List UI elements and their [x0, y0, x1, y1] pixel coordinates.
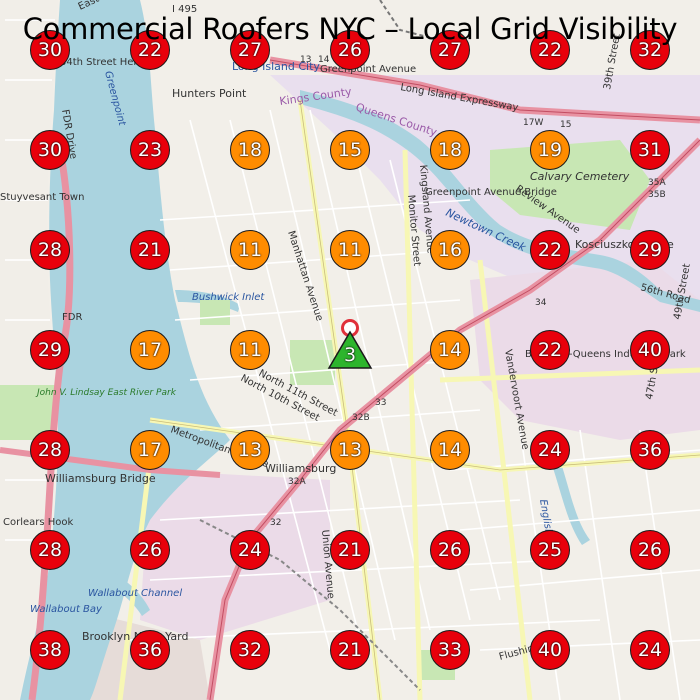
bushwick-inlet-park: [200, 300, 230, 325]
map-label-john-v-lindsay: John V. Lindsay East River Park: [35, 388, 177, 398]
map-label-route-13: 13: [300, 55, 311, 65]
map-label-route-32: 32: [270, 518, 281, 528]
grid-rank-marker[interactable]: 24: [630, 630, 670, 670]
grid-rank-marker[interactable]: 32: [630, 30, 670, 70]
rail-line: [379, 0, 441, 41]
grid-rank-marker[interactable]: 29: [630, 230, 670, 270]
map-label-williamsburg-bridge: Williamsburg Bridge: [45, 472, 156, 485]
map-label-route-17w: 17W: [523, 118, 543, 128]
grid-rank-marker[interactable]: 30: [30, 30, 70, 70]
grid-rank-marker[interactable]: 24: [230, 530, 270, 570]
map-label-industrial-park: Brooklyn-Queens Industrial Park: [525, 349, 686, 360]
grid-rank-marker[interactable]: 15: [330, 130, 370, 170]
grid-rank-marker[interactable]: 11: [230, 330, 270, 370]
grid-rank-marker[interactable]: 22: [530, 230, 570, 270]
grid-rank-marker[interactable]: 23: [130, 130, 170, 170]
grid-rank-marker[interactable]: 21: [330, 630, 370, 670]
grid-rank-marker[interactable]: 17: [130, 430, 170, 470]
map-label-bushwick-inlet: Bushwick Inlet: [192, 292, 265, 303]
map-label-hunters-point: Hunters Point: [172, 87, 247, 100]
calvary-cemetery: [490, 140, 650, 230]
east-river: [20, 0, 230, 700]
map-label-wallabout-bay: Wallabout Bay: [30, 604, 103, 615]
map-label-route-14: 14: [318, 55, 330, 65]
map-label-calvary: Calvary Cemetery: [530, 170, 630, 183]
grid-rank-marker[interactable]: 11: [230, 230, 270, 270]
map-label-route-35b: 35B: [648, 190, 666, 200]
grid-rank-marker[interactable]: 22: [130, 30, 170, 70]
map-label-i495: I 495: [172, 4, 197, 15]
grid-rank-marker[interactable]: 11: [330, 230, 370, 270]
grid-rank-marker[interactable]: 26: [430, 530, 470, 570]
grid-rank-marker[interactable]: 18: [430, 130, 470, 170]
wallabout-channel: [90, 560, 150, 616]
grid-rank-marker[interactable]: 21: [330, 530, 370, 570]
grid-rank-marker[interactable]: 28: [30, 530, 70, 570]
grid-rank-marker[interactable]: 28: [30, 230, 70, 270]
grid-rank-marker[interactable]: 28: [30, 430, 70, 470]
grid-rank-marker[interactable]: 25: [530, 530, 570, 570]
map-label-route-15: 15: [560, 120, 571, 130]
map-label-fdr: FDR: [62, 312, 82, 323]
grid-rank-marker[interactable]: 13: [230, 430, 270, 470]
grid-rank-marker[interactable]: 22: [530, 330, 570, 370]
english-kills: [552, 460, 590, 545]
grid-rank-marker[interactable]: 24: [530, 430, 570, 470]
grid-rank-marker[interactable]: 40: [630, 330, 670, 370]
grid-rank-marker[interactable]: 26: [630, 530, 670, 570]
map-label-route-34: 34: [535, 298, 547, 308]
newtown-creek: [300, 90, 700, 312]
grid-rank-marker[interactable]: 40: [530, 630, 570, 670]
map-label-route-32b: 32B: [352, 413, 370, 423]
center-rank-value: 3: [343, 344, 357, 366]
grid-rank-marker[interactable]: 36: [630, 430, 670, 470]
map-label-greenpoint-avenue-bridge: Greenpoint Avenue Bridge: [425, 187, 557, 198]
grid-rank-marker[interactable]: 19: [530, 130, 570, 170]
grid-rank-marker[interactable]: 30: [30, 130, 70, 170]
grid-rank-marker[interactable]: 27: [430, 30, 470, 70]
map-label-route-35a: 35A: [648, 178, 666, 188]
map-label-corlears: Corlears Hook: [3, 517, 74, 528]
grid-rank-marker[interactable]: 27: [230, 30, 270, 70]
grid-rank-marker[interactable]: 32: [230, 630, 270, 670]
map-label-williamsburg: Williamsburg: [265, 462, 336, 475]
grid-rank-marker[interactable]: 14: [430, 430, 470, 470]
center-rank-triangle-icon[interactable]: [327, 330, 373, 370]
grid-rank-marker[interactable]: 21: [130, 230, 170, 270]
map-label-stuyvesant: Stuyvesant Town: [0, 192, 84, 203]
grid-rank-marker[interactable]: 33: [430, 630, 470, 670]
grid-rank-marker[interactable]: 17: [130, 330, 170, 370]
map-label-wallabout: Wallabout Channel: [88, 588, 182, 599]
grid-rank-marker[interactable]: 29: [30, 330, 70, 370]
manhattan-land: [0, 0, 58, 700]
grid-rank-marker[interactable]: 38: [30, 630, 70, 670]
grid-rank-marker[interactable]: 16: [430, 230, 470, 270]
mccarren-park: [290, 340, 335, 385]
grid-rank-marker[interactable]: 31: [630, 130, 670, 170]
grid-rank-marker[interactable]: 26: [130, 530, 170, 570]
industrial-area: [470, 260, 700, 440]
map-label-route-32a: 32A: [288, 477, 306, 487]
grid-rank-marker[interactable]: 18: [230, 130, 270, 170]
grid-rank-marker[interactable]: 26: [330, 30, 370, 70]
map-label-greenpoint-avenue: Greenpoint Avenue: [320, 64, 416, 75]
grid-rank-marker[interactable]: 22: [530, 30, 570, 70]
grid-rank-marker[interactable]: 36: [130, 630, 170, 670]
grid-rank-marker[interactable]: 13: [330, 430, 370, 470]
map-label-route-33: 33: [375, 398, 386, 408]
grid-rank-marker[interactable]: 14: [430, 330, 470, 370]
map-label-heliport: 34th Street Heliport: [60, 57, 160, 68]
